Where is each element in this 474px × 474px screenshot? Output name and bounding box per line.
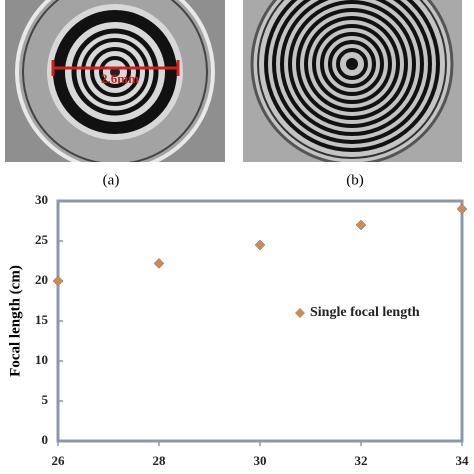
y-tick-label: 0 <box>42 432 49 447</box>
image-a: 2.6mm <box>5 0 225 162</box>
point <box>456 203 468 215</box>
y-tick-label: 5 <box>42 392 49 407</box>
plot-frame <box>56 199 464 443</box>
legend-marker <box>295 308 305 318</box>
scale-bar-label: 2.6mm <box>101 71 139 86</box>
x-tick-label: 34 <box>456 453 470 468</box>
x-tick-label: 28 <box>153 453 167 468</box>
point <box>355 219 367 231</box>
y-tick-label: 10 <box>35 352 48 367</box>
x-tick-label: 26 <box>52 453 66 468</box>
y-tick-label: 15 <box>35 312 49 327</box>
y-axis-label: Focal length (cm) <box>7 265 23 377</box>
image-b <box>243 0 462 162</box>
panel-label: (a) <box>103 172 120 188</box>
y-tick-label: 30 <box>35 192 48 207</box>
x-tick-label: 32 <box>355 453 368 468</box>
legend-label: Single focal length <box>310 305 420 320</box>
point <box>52 275 64 287</box>
point <box>254 239 266 251</box>
point <box>153 258 165 269</box>
y-tick-label: 20 <box>35 272 48 287</box>
panel-label: (b) <box>346 172 364 188</box>
x-tick-label: 30 <box>254 453 267 468</box>
y-tick-label: 25 <box>35 232 49 247</box>
